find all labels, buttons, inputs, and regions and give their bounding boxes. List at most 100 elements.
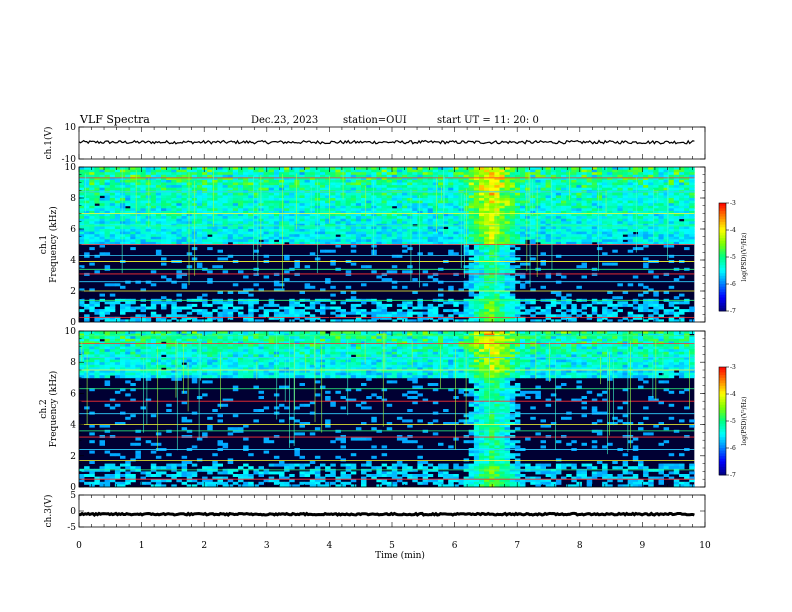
spectrogram-cell bbox=[479, 216, 485, 220]
spectrogram-cell bbox=[304, 203, 311, 207]
spectrogram-cell bbox=[566, 187, 572, 191]
spectrogram-cell bbox=[504, 252, 511, 256]
spectrogram-cell bbox=[130, 177, 136, 181]
spectrogram-cell bbox=[381, 272, 388, 276]
spectrogram-cell bbox=[417, 177, 423, 181]
spectrogram-cell bbox=[366, 265, 372, 269]
spectrogram-cell bbox=[150, 195, 157, 199]
spectrogram-cell bbox=[340, 216, 346, 220]
spectrogram-cell bbox=[202, 195, 208, 199]
spectrogram-cell bbox=[171, 182, 177, 186]
spectrogram-cell bbox=[355, 203, 362, 207]
spectrogram-cell bbox=[273, 226, 280, 230]
spectrogram-cell bbox=[453, 187, 459, 191]
spectrogram-cell bbox=[222, 192, 229, 196]
spectrogram-cell bbox=[463, 244, 470, 248]
spectrogram-cell bbox=[120, 216, 126, 220]
spectrogram-cell bbox=[171, 185, 177, 189]
spectrogram-cell bbox=[166, 314, 172, 318]
spectrogram-cell bbox=[458, 179, 464, 183]
spectrogram-cell bbox=[120, 174, 126, 178]
spectrogram-cell bbox=[479, 239, 485, 243]
spectrogram-cell bbox=[207, 239, 213, 243]
spectrogram-cell bbox=[335, 167, 341, 170]
spectrogram-cell bbox=[304, 236, 311, 240]
spectrogram-cell bbox=[550, 319, 557, 323]
spectrogram-cell bbox=[443, 169, 449, 173]
spectrogram-cell bbox=[361, 221, 367, 225]
spectrogram-cell bbox=[530, 257, 536, 261]
spectrogram-cell bbox=[473, 254, 480, 258]
spectrogram-cell bbox=[530, 306, 536, 310]
spectrogram-cell bbox=[386, 177, 393, 181]
spectrogram-cell bbox=[571, 208, 577, 212]
spectrogram-cell bbox=[386, 278, 393, 282]
spectrogram-cell bbox=[417, 216, 423, 220]
spectrogram-cell bbox=[643, 234, 649, 238]
spectrogram-cell bbox=[627, 241, 634, 245]
spectrogram-cell bbox=[617, 226, 623, 230]
spectrogram-cell bbox=[150, 169, 157, 173]
spectrogram-cell bbox=[284, 200, 290, 204]
spectrogram-cell bbox=[412, 229, 418, 232]
spectrogram-cell bbox=[545, 316, 552, 320]
spectrogram-cell bbox=[427, 179, 434, 183]
spectrogram-cell bbox=[176, 314, 182, 318]
spectrogram-cell bbox=[540, 223, 546, 227]
spectrogram-cell bbox=[407, 231, 413, 235]
spectrogram-cell bbox=[155, 182, 162, 186]
spectrogram-cell bbox=[581, 218, 587, 222]
spectrogram-cell bbox=[294, 174, 300, 178]
spectrogram-cell bbox=[417, 314, 423, 318]
spectrogram-cell bbox=[171, 192, 177, 196]
spectrogram-cell bbox=[171, 205, 177, 209]
spectrogram-cell bbox=[591, 311, 598, 315]
spectrogram-cell bbox=[130, 205, 136, 209]
spectrogram-cell bbox=[104, 210, 111, 214]
spectrogram-cell bbox=[391, 169, 398, 173]
spectrogram-cell bbox=[84, 182, 90, 186]
spectrogram-cell bbox=[412, 179, 418, 183]
spectrogram-cell bbox=[222, 306, 229, 310]
spectrogram-cell bbox=[135, 218, 141, 222]
colorbar-segment bbox=[719, 248, 726, 252]
spectrogram-cell bbox=[576, 221, 582, 225]
spectrogram-cell bbox=[417, 221, 423, 225]
spectrogram-cell bbox=[243, 226, 249, 230]
spectrogram-cell bbox=[555, 185, 562, 189]
spectrogram-cell bbox=[248, 241, 254, 245]
colorbar-segment bbox=[719, 275, 726, 279]
spectrogram-cell bbox=[499, 187, 505, 191]
spectrogram-cell bbox=[402, 285, 408, 289]
spectrogram-cell bbox=[484, 167, 490, 170]
spectrogram-cell bbox=[396, 174, 403, 178]
spectrogram-cell bbox=[689, 174, 695, 178]
spectrogram-cell bbox=[453, 208, 459, 212]
spectrogram-cell bbox=[473, 198, 480, 201]
spectrogram-cell bbox=[345, 234, 352, 238]
spectrogram-cell bbox=[191, 319, 198, 323]
spectrogram-cell bbox=[232, 187, 239, 191]
spectrogram-cell bbox=[473, 247, 480, 251]
spectrogram-cell bbox=[622, 179, 629, 183]
spectrogram-cell bbox=[350, 306, 357, 310]
spectrogram-cell bbox=[555, 314, 562, 318]
spectrogram-cell bbox=[576, 216, 582, 220]
spectrogram-cell bbox=[314, 210, 321, 214]
spectrogram-cell bbox=[186, 195, 193, 199]
spectrogram-cell bbox=[689, 182, 695, 186]
spectrogram-cell bbox=[294, 179, 300, 183]
spectrogram-cell bbox=[638, 172, 644, 176]
spectrogram-cell bbox=[663, 223, 670, 227]
spectrogram-cell bbox=[535, 311, 541, 315]
spectrogram-cell bbox=[217, 187, 223, 191]
spectrogram-cell bbox=[612, 213, 618, 217]
spectrogram-cell bbox=[607, 172, 613, 176]
spectrogram-cell bbox=[514, 218, 521, 222]
spectrogram-cell bbox=[258, 218, 264, 222]
spectrogram-cell bbox=[468, 198, 475, 201]
spectrogram-cell bbox=[468, 208, 475, 212]
spectrogram-cell bbox=[494, 265, 500, 269]
spectrogram-cell bbox=[361, 169, 367, 173]
spectrogram-cell bbox=[150, 283, 157, 287]
